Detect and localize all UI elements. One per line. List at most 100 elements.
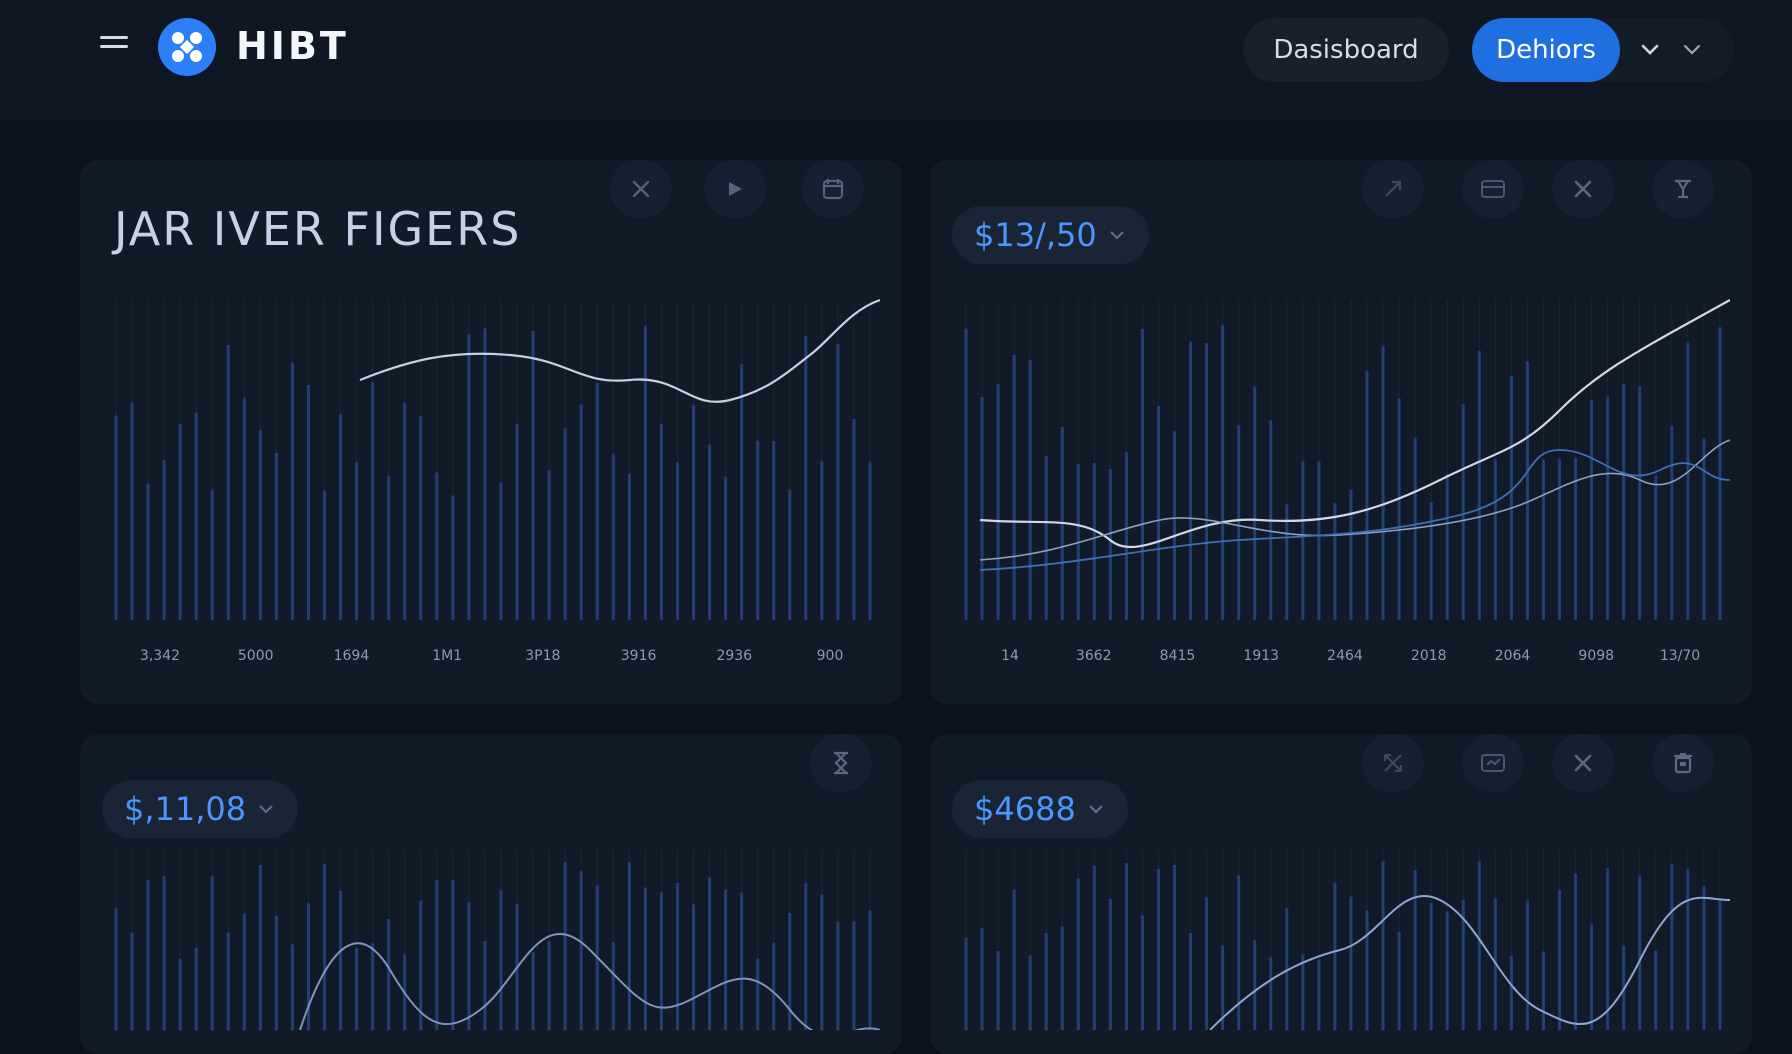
- chart-bar: [563, 861, 567, 1030]
- chart-bar: [852, 419, 856, 620]
- chart-bar: [1558, 890, 1562, 1030]
- close-icon[interactable]: [610, 160, 672, 218]
- chevron-down-icon[interactable]: [1640, 40, 1660, 60]
- chart-bar: [1702, 438, 1706, 620]
- chart-bar: [1253, 940, 1257, 1030]
- chart-bar: [1622, 383, 1626, 620]
- chart-bar: [1108, 469, 1112, 620]
- chart-bar: [1461, 404, 1465, 620]
- chart-bar: [1285, 907, 1289, 1030]
- share-icon[interactable]: [1362, 160, 1424, 218]
- chart-bar: [1686, 342, 1690, 620]
- trash-icon[interactable]: [1652, 734, 1714, 792]
- top-bar: HIBT Dasisboard Dehiors: [0, 0, 1792, 120]
- chart-bar: [146, 483, 150, 620]
- hibt-logo-icon: [158, 18, 216, 76]
- chart-bar: [1381, 860, 1385, 1030]
- chart-bar: [1654, 475, 1658, 620]
- chart-bar: [1686, 868, 1690, 1030]
- chart-bar: [355, 461, 359, 620]
- nav-active-button[interactable]: Dehiors: [1472, 18, 1620, 82]
- chart-bar: [1365, 371, 1369, 620]
- chart-bar: [1124, 862, 1128, 1030]
- chart-bar: [1670, 425, 1674, 620]
- chart-bar: [1173, 864, 1177, 1030]
- nav-dashboard-button[interactable]: Dasisboard: [1243, 18, 1449, 82]
- chart-bar: [643, 325, 647, 620]
- brand-name: HIBT: [236, 24, 349, 68]
- chart-bar: [708, 444, 712, 620]
- chart-bar: [836, 921, 840, 1030]
- calendar-icon[interactable]: [802, 160, 864, 218]
- chevron-down-icon: [259, 805, 273, 814]
- chart-bar: [1189, 932, 1193, 1030]
- price-value: $,11,08: [124, 790, 247, 828]
- chart-bar: [387, 475, 391, 620]
- chart-bar: [1301, 460, 1305, 620]
- chart-bar: [1012, 354, 1016, 620]
- chart-bar: [1140, 329, 1144, 620]
- chart-bar: [483, 328, 487, 620]
- chart-bar: [1509, 955, 1513, 1030]
- chart-bar: [419, 416, 423, 620]
- chart-bar: [290, 944, 294, 1030]
- chart-bar: [499, 890, 503, 1030]
- card-icon[interactable]: [1462, 734, 1524, 792]
- chart-bar: [339, 890, 343, 1030]
- chart-bar: [1076, 878, 1080, 1030]
- filter-icon[interactable]: [1652, 160, 1714, 218]
- chart-bar: [146, 879, 150, 1030]
- chart-bar: [1044, 933, 1048, 1030]
- chart-bar: [740, 892, 744, 1030]
- nav-group: Dehiors: [1472, 18, 1734, 82]
- chart-bar: [467, 902, 471, 1030]
- chart-bar: [964, 328, 968, 620]
- chevron-down-icon[interactable]: [1682, 40, 1702, 60]
- chart-bar: [1028, 359, 1032, 620]
- chart-bar: [1574, 458, 1578, 620]
- chart-bar: [675, 462, 679, 620]
- chart-bar: [290, 362, 294, 620]
- chart-bar: [563, 428, 567, 620]
- x-tick-label: 900: [817, 648, 844, 664]
- chart-bar: [1429, 902, 1433, 1030]
- chart-bar: [1237, 425, 1241, 620]
- chart-bar: [242, 913, 246, 1030]
- series-line: [299, 933, 880, 1030]
- chart-bar: [387, 918, 391, 1030]
- play-icon[interactable]: [704, 160, 766, 218]
- hourglass-icon[interactable]: [810, 734, 872, 792]
- expand-icon[interactable]: [1362, 734, 1424, 792]
- price-selector[interactable]: $,11,08: [102, 780, 299, 838]
- chart-bar: [1525, 361, 1529, 620]
- chart-card-2: $13/,50 14 3662 8415 1913 2464 2018 2064 9098 13…: [930, 160, 1752, 704]
- chart-bar: [1012, 889, 1016, 1030]
- x-tick-label: 5000: [238, 648, 274, 664]
- chart-bar: [788, 912, 792, 1030]
- x-tick-label: 9098: [1578, 648, 1614, 664]
- card-icon[interactable]: [1462, 160, 1524, 218]
- chart-bar: [772, 942, 776, 1030]
- chart-bar: [996, 384, 1000, 620]
- chart-bar: [1205, 343, 1209, 620]
- chart-bar: [371, 382, 375, 620]
- chart-bar: [1429, 502, 1433, 620]
- chart-bar: [451, 495, 455, 620]
- close-icon[interactable]: [1552, 734, 1614, 792]
- price-selector[interactable]: $13/,50: [952, 206, 1149, 264]
- x-tick-label: 2936: [716, 648, 752, 664]
- chart-bar: [1044, 456, 1048, 620]
- chart-bar: [1413, 870, 1417, 1030]
- chart-bar: [1060, 926, 1064, 1030]
- chart-bar: [1108, 898, 1112, 1030]
- price-selector[interactable]: $4688: [952, 780, 1128, 838]
- close-icon[interactable]: [1552, 160, 1614, 218]
- x-tick-label: 1913: [1243, 648, 1279, 664]
- chart-bar: [1205, 897, 1209, 1030]
- chart-bar: [1221, 324, 1225, 620]
- x-tick-label: 3,342: [140, 648, 180, 664]
- chart-bar: [130, 402, 134, 620]
- chart-bar: [1157, 405, 1160, 620]
- series-line: [1209, 894, 1730, 1030]
- hamburger-icon[interactable]: [100, 36, 132, 62]
